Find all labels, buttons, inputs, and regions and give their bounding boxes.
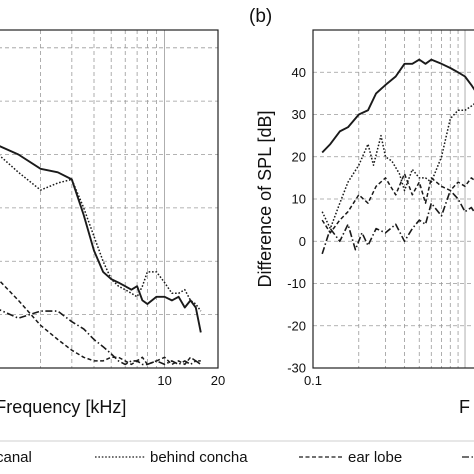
legend-label-1: behind concha [150, 449, 248, 466]
panel-b-series-ear-lobe [321, 172, 474, 234]
panel-a-ticks: 11020 [157, 373, 225, 388]
legend: canal behind concha ear lobe [0, 440, 474, 466]
legend-label-0: canal [0, 449, 32, 466]
panel-a-series [0, 145, 202, 366]
panel-a-series-line-3 [0, 309, 202, 366]
panel-b-grid [312, 30, 474, 368]
panel-b-series-line-3 [321, 189, 474, 255]
panel-b-frame [312, 29, 474, 369]
legend-label-2: ear lobe [348, 449, 402, 466]
panel-a-x-tick-label: 20 [211, 373, 225, 388]
panel-a-frame [0, 29, 219, 369]
panel-b-y-tick-label: 30 [292, 107, 306, 122]
panel-a: 11020 Frequency [kHz] [0, 29, 225, 417]
panel-b-xlabel: F [459, 397, 470, 417]
panel-a-x-tick-label: 10 [157, 373, 171, 388]
legend-items: canal behind concha ear lobe [0, 449, 474, 466]
panel-b-y-tick-label: 20 [292, 149, 306, 164]
panel-b-y-tick-label: -10 [287, 276, 306, 291]
panel-b-x-tick-label: 0.1 [304, 373, 322, 388]
panel-b: (b) -30 -20 -10 0 10 20 30 40 0.1 Difference of … [249, 6, 474, 417]
panel-b-y-tick-label: 40 [292, 65, 306, 80]
panel-b-series-ear-canal [321, 58, 474, 154]
panel-b-y-tick-label: 10 [292, 192, 306, 207]
panel-b-series [321, 58, 474, 255]
panel-a-series-ear-lobe [0, 280, 201, 366]
panel-b-y-tick-label: -20 [287, 318, 306, 333]
panel-b-y-tick-label: 0 [299, 234, 306, 249]
panel-b-label: (b) [249, 6, 272, 27]
panel-b-series-behind-concha [321, 103, 474, 230]
panel-a-series-behind-concha [0, 154, 202, 312]
panel-b-ticks: -30 -20 -10 0 10 20 30 40 0.1 [287, 65, 322, 388]
panel-b-ylabel: Difference of SPL [dB] [255, 110, 275, 287]
panel-b-y-tick-label: -30 [287, 361, 306, 376]
panel-a-xlabel: Frequency [kHz] [0, 397, 126, 417]
panel-a-series-ear-canal [0, 145, 202, 333]
